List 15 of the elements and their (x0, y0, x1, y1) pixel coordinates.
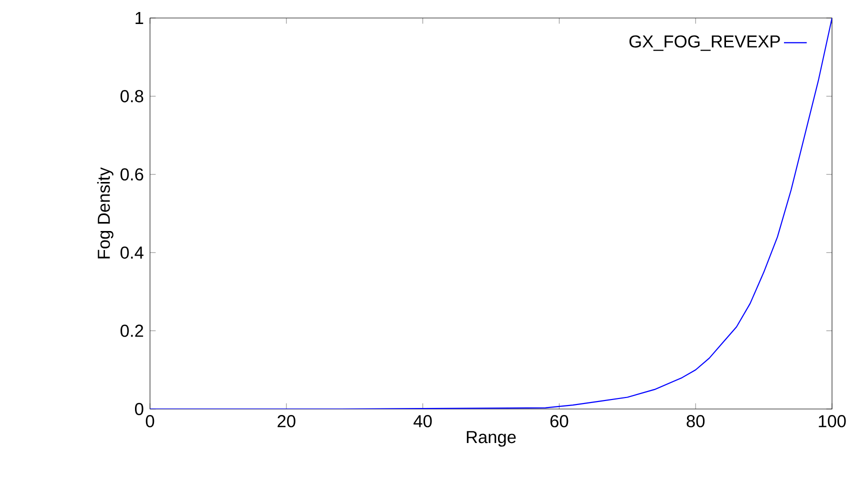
y-axis-title: Fog Density (97, 167, 114, 258)
x-tick-label: 0 (146, 415, 154, 428)
y-tick-label: 0.8 (120, 90, 144, 102)
x-tick-label: 20 (278, 415, 296, 428)
x-tick-label: 80 (686, 415, 705, 428)
y-tick-label: 0.4 (120, 246, 144, 259)
x-tick-label: 40 (414, 415, 432, 428)
y-tick-label: 0.6 (120, 168, 144, 181)
y-tick-label: 0.2 (120, 324, 144, 337)
x-tick-label: 100 (818, 415, 846, 428)
y-tick-label: 1 (136, 12, 144, 24)
x-tick-label: 60 (550, 415, 568, 428)
legend-label: GX_FOG_REVEXP (629, 35, 780, 51)
x-axis-title: Range (466, 431, 516, 447)
y-tick-label: 0 (134, 402, 144, 416)
